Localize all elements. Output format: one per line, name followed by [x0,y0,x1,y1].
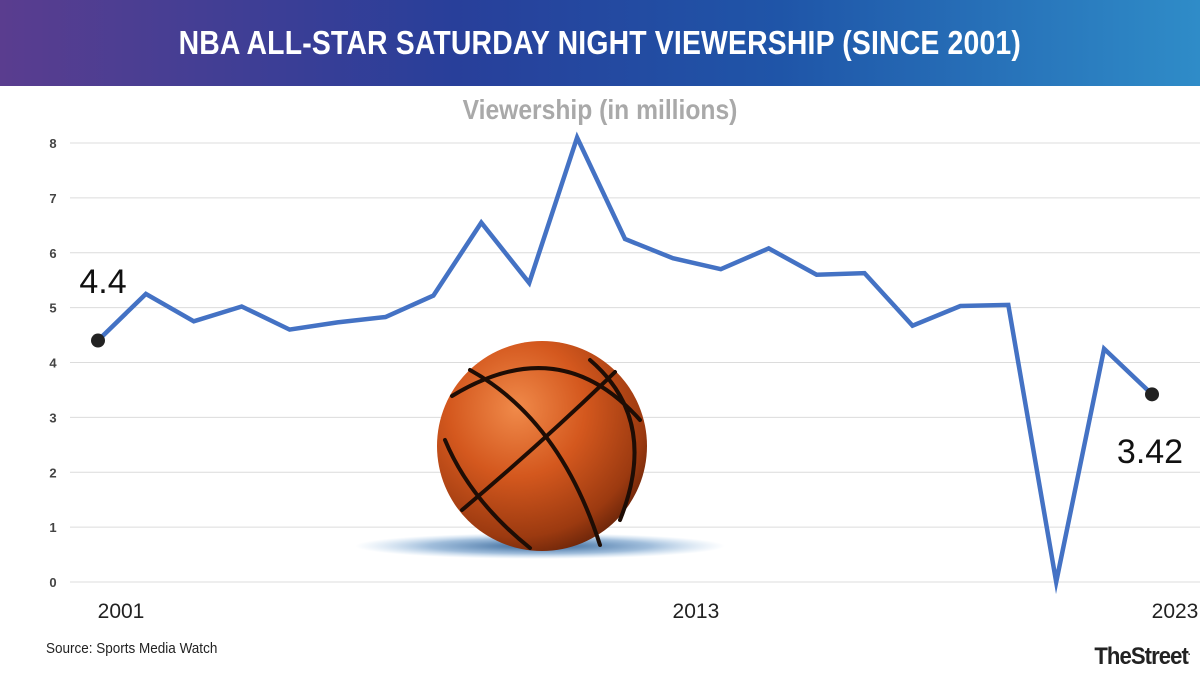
data-point-marker [1145,387,1159,402]
series-line [96,131,1154,595]
x-tick-label: 2023 [1152,600,1199,623]
y-tick-label: 3 [49,410,56,425]
y-tick-label: 7 [49,191,56,206]
basketball-illustration [355,341,725,559]
x-tick-label: 2013 [673,600,720,623]
y-tick-label: 4 [49,356,57,371]
y-tick-label: 0 [49,575,56,590]
brand-name: TheStreet [1093,643,1188,670]
brand-logo: TheStreet. [1094,643,1190,671]
data-label: 3.42 [1117,433,1183,471]
data-point-marker [91,333,105,348]
brand-mark: . [1187,647,1190,658]
y-tick-label: 8 [49,136,56,151]
ball-seams [443,358,642,550]
y-tick-label: 1 [49,520,56,535]
source-note: Source: Sports Media Watch [46,640,218,657]
data-label: 4.4 [79,263,126,301]
chart-title: NBA ALL-STAR SATURDAY NIGHT VIEWERSHIP (… [178,24,1022,61]
chart-subtitle: Viewership (in millions) [462,94,738,125]
y-tick-label: 6 [49,246,56,261]
y-tick-label: 2 [49,465,56,480]
x-tick-label: 2001 [98,600,145,623]
header-banner: NBA ALL-STAR SATURDAY NIGHT VIEWERSHIP (… [0,0,1200,86]
y-tick-label: 5 [49,301,56,316]
